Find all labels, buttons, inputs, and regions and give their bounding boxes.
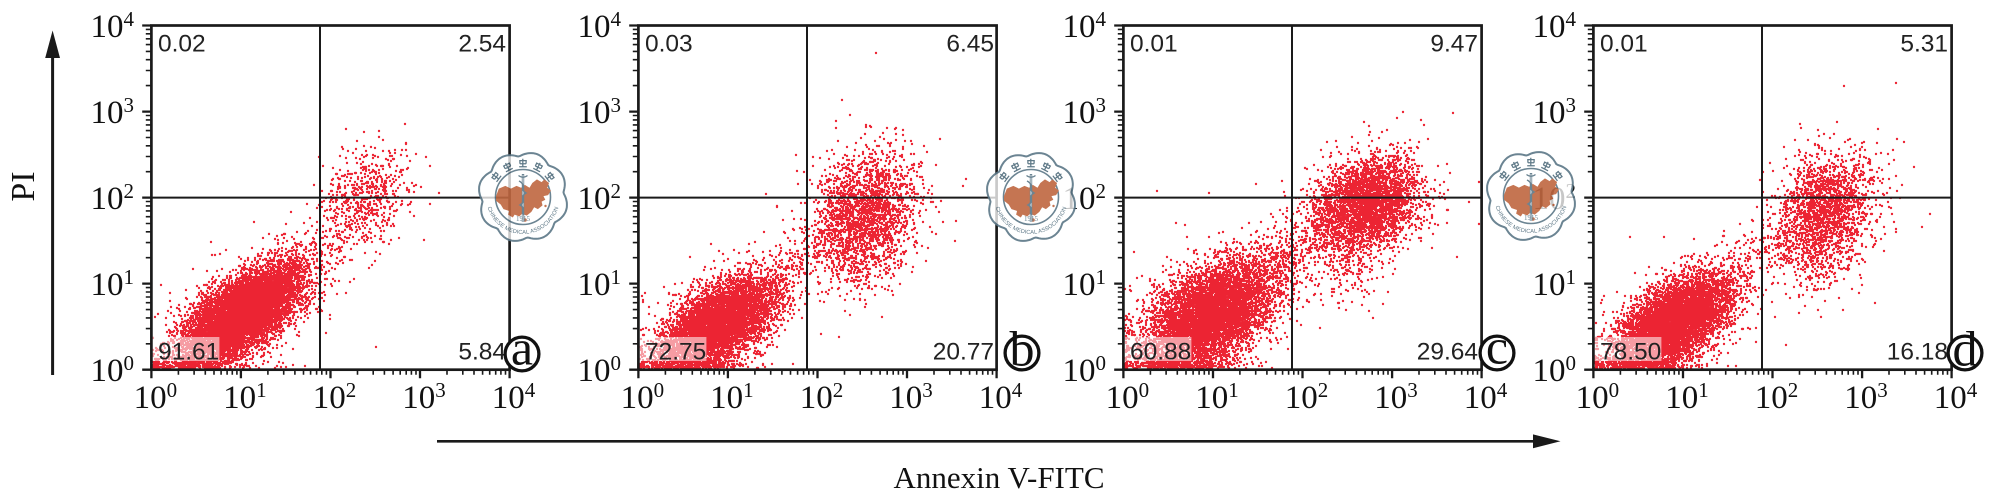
svg-text:5.31: 5.31 bbox=[1900, 31, 1948, 58]
svg-text:101: 101 bbox=[1665, 378, 1709, 416]
svg-text:100: 100 bbox=[621, 378, 665, 416]
svg-text:104: 104 bbox=[1464, 378, 1508, 416]
svg-text:0.01: 0.01 bbox=[1600, 31, 1648, 58]
svg-text:102: 102 bbox=[800, 378, 844, 416]
svg-text:0.01: 0.01 bbox=[1130, 31, 1178, 58]
svg-text:104: 104 bbox=[492, 378, 536, 416]
svg-text:d: d bbox=[1953, 321, 1978, 377]
svg-text:29.64: 29.64 bbox=[1417, 339, 1478, 366]
svg-text:103: 103 bbox=[402, 378, 446, 416]
svg-text:104: 104 bbox=[979, 378, 1023, 416]
svg-text:100: 100 bbox=[578, 351, 622, 389]
svg-text:104: 104 bbox=[578, 7, 622, 45]
svg-text:100: 100 bbox=[134, 378, 178, 416]
svg-text:100: 100 bbox=[1533, 351, 1577, 389]
svg-text:104: 104 bbox=[1063, 7, 1107, 45]
svg-text:103: 103 bbox=[1063, 93, 1107, 131]
svg-text:102: 102 bbox=[1755, 378, 1799, 416]
svg-text:103: 103 bbox=[889, 378, 933, 416]
svg-text:0.03: 0.03 bbox=[645, 31, 693, 58]
svg-text:101: 101 bbox=[223, 378, 267, 416]
svg-text:102: 102 bbox=[1285, 378, 1329, 416]
svg-text:104: 104 bbox=[1934, 378, 1978, 416]
svg-text:16.18: 16.18 bbox=[1887, 339, 1948, 366]
svg-text:101: 101 bbox=[710, 378, 754, 416]
svg-text:104: 104 bbox=[1533, 7, 1577, 45]
svg-text:6.45: 6.45 bbox=[946, 31, 994, 58]
svg-text:5.84: 5.84 bbox=[458, 339, 506, 366]
svg-text:100: 100 bbox=[1576, 378, 1620, 416]
svg-text:102: 102 bbox=[91, 179, 135, 217]
svg-text:101: 101 bbox=[1533, 265, 1577, 303]
svg-text:100: 100 bbox=[91, 351, 135, 389]
svg-text:0.02: 0.02 bbox=[158, 31, 206, 58]
svg-text:101: 101 bbox=[578, 265, 622, 303]
svg-text:PI: PI bbox=[5, 171, 42, 201]
svg-text:Annexin V-FITC: Annexin V-FITC bbox=[894, 460, 1105, 495]
svg-text:60.88: 60.88 bbox=[1130, 339, 1191, 366]
svg-text:101: 101 bbox=[91, 265, 135, 303]
svg-text:101: 101 bbox=[1063, 265, 1107, 303]
svg-text:103: 103 bbox=[578, 93, 622, 131]
svg-text:102: 102 bbox=[313, 378, 357, 416]
svg-text:91.61: 91.61 bbox=[158, 339, 219, 366]
svg-text:100: 100 bbox=[1106, 378, 1150, 416]
svg-text:9.47: 9.47 bbox=[1430, 31, 1478, 58]
svg-text:103: 103 bbox=[1844, 378, 1888, 416]
svg-text:a: a bbox=[511, 320, 533, 376]
svg-text:103: 103 bbox=[1533, 93, 1577, 131]
svg-text:2.54: 2.54 bbox=[458, 31, 506, 58]
svg-text:20.77: 20.77 bbox=[933, 339, 994, 366]
svg-text:c: c bbox=[1486, 319, 1508, 375]
svg-text:b: b bbox=[1010, 321, 1035, 377]
svg-text:101: 101 bbox=[1195, 378, 1239, 416]
svg-text:103: 103 bbox=[1374, 378, 1418, 416]
svg-text:100: 100 bbox=[1063, 351, 1107, 389]
svg-text:103: 103 bbox=[91, 93, 135, 131]
svg-text:102: 102 bbox=[578, 179, 622, 217]
svg-text:72.75: 72.75 bbox=[645, 339, 706, 366]
svg-text:104: 104 bbox=[91, 7, 135, 45]
svg-text:78.50: 78.50 bbox=[1600, 339, 1661, 366]
